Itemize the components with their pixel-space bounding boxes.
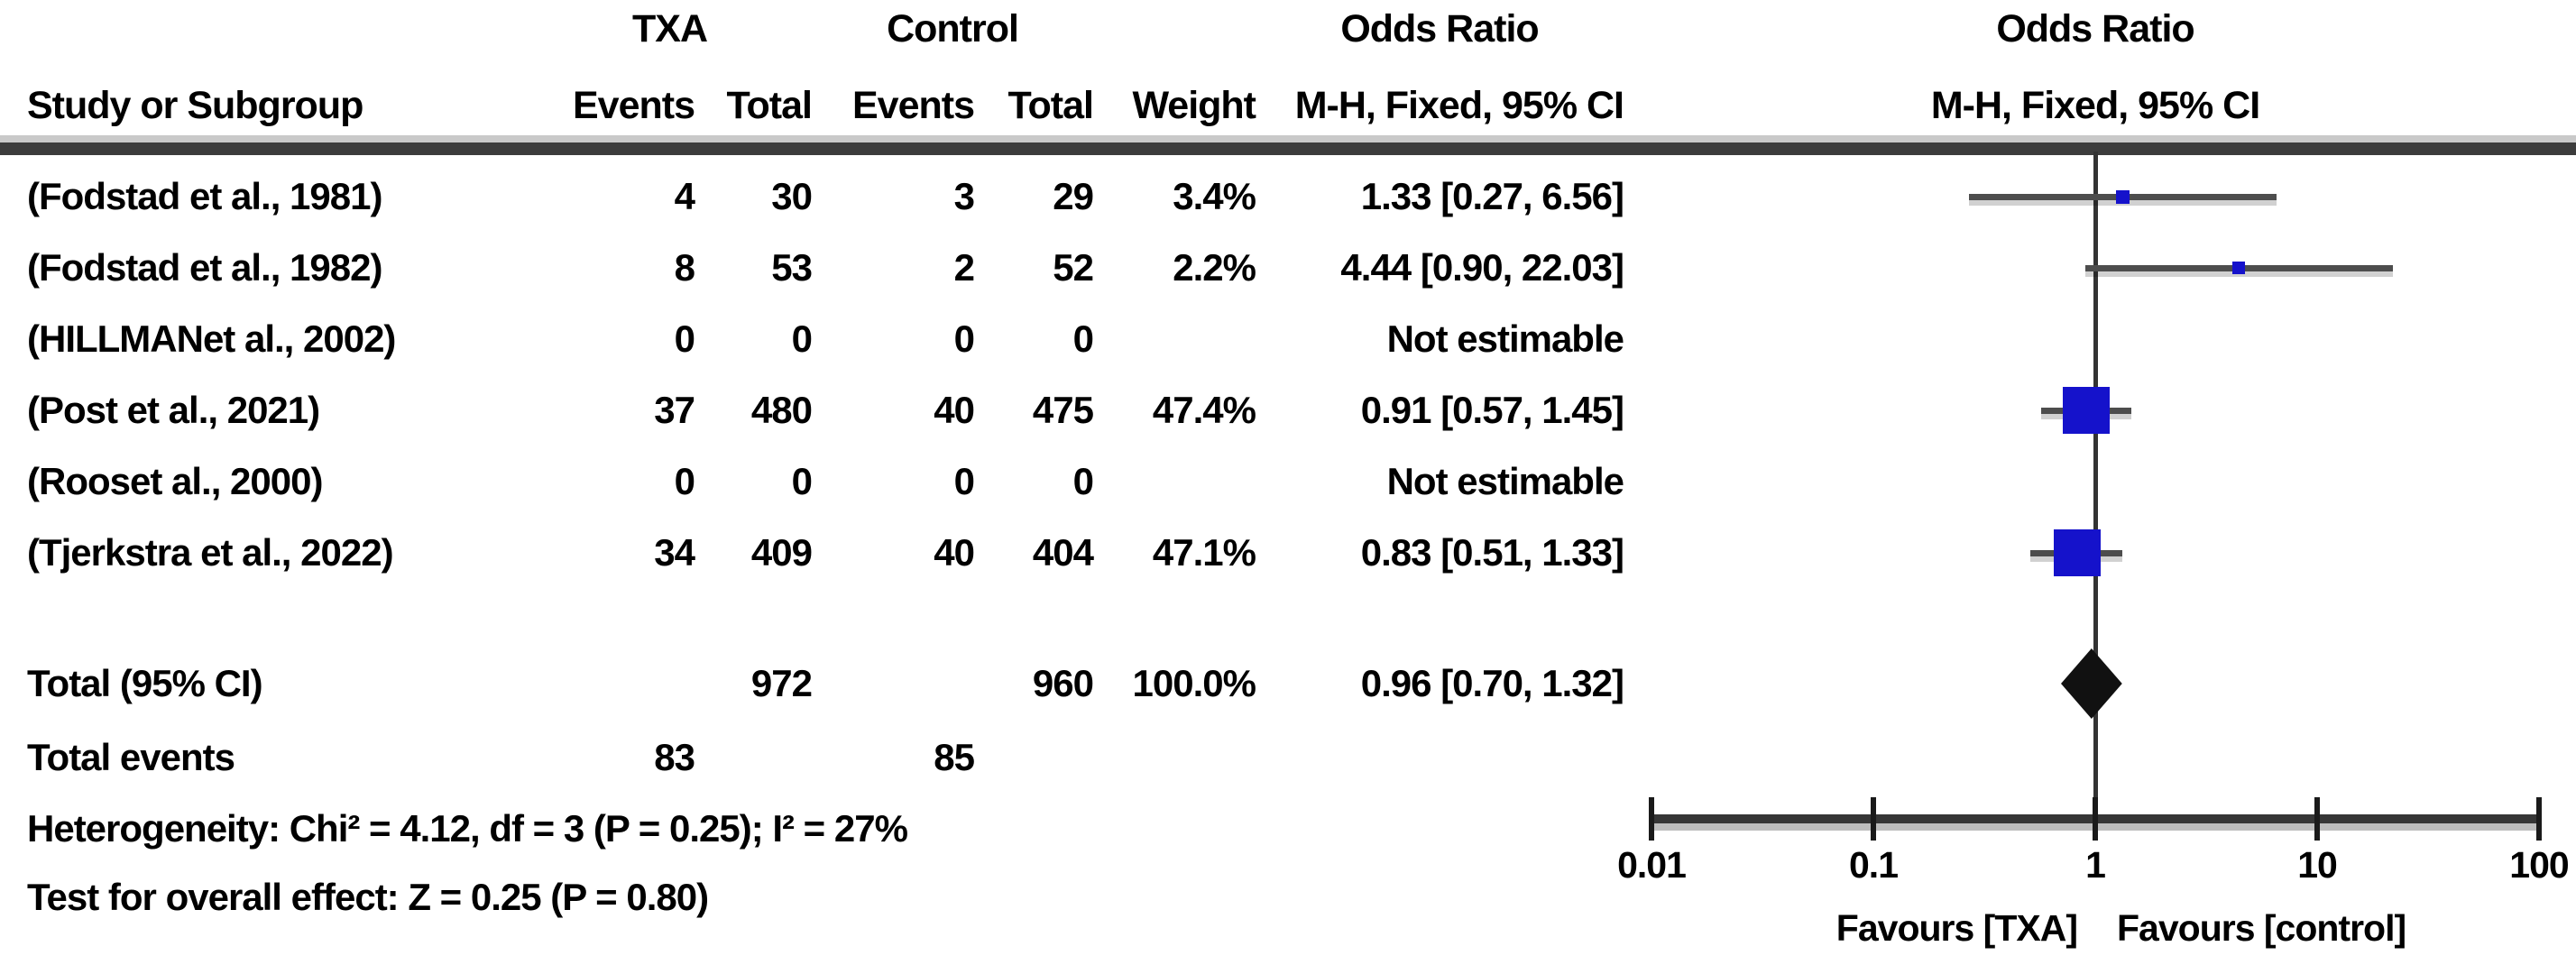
- group-header-odds-ratio-right: Odds Ratio: [1996, 7, 2194, 51]
- weight-square: [2054, 529, 2102, 576]
- axis-tick-label: 1: [2085, 844, 2106, 886]
- weight-cell: 47.1%: [1152, 531, 1256, 574]
- total-events-txa: 83: [654, 736, 695, 778]
- total-label: Total (95% CI): [27, 662, 263, 704]
- total-events-row: Total events 83 85: [27, 721, 1624, 794]
- weight-cell: 2.2%: [1173, 246, 1256, 289]
- weight-cell: 3.4%: [1173, 175, 1256, 217]
- total-txa-total: 972: [750, 662, 813, 704]
- col-header-ctl-total: Total: [1007, 84, 1094, 127]
- col-header-weight: Weight: [1132, 84, 1256, 127]
- weight-cell: 47.4%: [1152, 389, 1256, 431]
- column-header-row: Study or Subgroup Events Total Events To…: [27, 79, 1624, 132]
- group-header-txa: TXA: [632, 7, 708, 51]
- total-diamond: [2060, 648, 2122, 719]
- ctl-events-cell: 3: [953, 175, 975, 217]
- col-header-txa-total: Total: [726, 84, 813, 127]
- header-separator-light: [0, 135, 2576, 142]
- axis-tick: [2314, 797, 2320, 841]
- ctl-events-cell: 0: [953, 317, 975, 360]
- vertical-reference-line: [2093, 152, 2098, 824]
- or-ci-cell: 0.83 [0.51, 1.33]: [1360, 531, 1624, 574]
- weight-square: [2115, 189, 2130, 204]
- study-label: (Post et al., 2021): [27, 389, 320, 431]
- total-or-ci: 0.96 [0.70, 1.32]: [1360, 662, 1624, 704]
- or-ci-cell: Not estimable: [1386, 317, 1624, 360]
- group-header-control: Control: [887, 7, 1019, 51]
- group-header-odds-ratio-left: Odds Ratio: [1340, 7, 1539, 51]
- or-ci-cell: 0.91 [0.57, 1.45]: [1360, 389, 1624, 431]
- txa-total-cell: 0: [791, 317, 813, 360]
- ctl-total-cell: 29: [1053, 175, 1094, 217]
- or-ci-cell: Not estimable: [1386, 460, 1624, 502]
- txa-total-cell: 53: [771, 246, 813, 289]
- study-row: (Post et al., 2021) 37 480 40 475 47.4% 0.91 […: [27, 374, 1624, 446]
- col-header-or-ci: M-H, Fixed, 95% CI: [1294, 84, 1624, 127]
- txa-events-cell: 34: [654, 531, 695, 574]
- overall-effect-text: Test for overall effect: Z = 0.25 (P = 0…: [27, 876, 709, 918]
- study-row: (Rooset al., 2000) 0 0 0 0 Not estimable: [27, 446, 1624, 518]
- total-weight: 100.0%: [1132, 662, 1256, 704]
- ctl-events-cell: 40: [934, 389, 975, 431]
- ctl-events-cell: 0: [953, 460, 975, 502]
- ctl-events-cell: 40: [934, 531, 975, 574]
- study-row: (Fodstad et al., 1981) 4 30 3 29 3.4% 1.33 [0.…: [27, 161, 1624, 233]
- col-header-ctl-events: Events: [851, 84, 975, 127]
- total-ctl-total: 960: [1032, 662, 1094, 704]
- axis-tick-label: 0.1: [1849, 844, 1899, 886]
- study-label: (Rooset al., 2000): [27, 460, 323, 502]
- txa-events-cell: 8: [674, 246, 695, 289]
- header-separator-dark: [0, 142, 2576, 155]
- ctl-total-cell: 404: [1032, 531, 1094, 574]
- ctl-total-cell: 0: [1072, 460, 1094, 502]
- axis-tick-label: 100: [2509, 844, 2569, 886]
- study-label: (Tjerkstra et al., 2022): [27, 531, 394, 574]
- study-row: (Fodstad et al., 1982) 8 53 2 52 2.2% 4.44 [0.…: [27, 232, 1624, 304]
- heterogeneity-text: Heterogeneity: Chi² = 4.12, df = 3 (P = …: [27, 807, 908, 850]
- axis-tick: [2536, 797, 2542, 841]
- favours-left-label: Favours [TXA]: [1835, 907, 2078, 949]
- weight-square: [2232, 262, 2246, 274]
- txa-events-cell: 37: [654, 389, 695, 431]
- axis-tick: [2093, 797, 2098, 841]
- plot-subheader: M-H, Fixed, 95% CI: [1930, 84, 2260, 127]
- total-row: Total (95% CI) 972 960 100.0% 0.96 [0.70…: [27, 648, 1624, 720]
- or-ci-cell: 1.33 [0.27, 6.56]: [1360, 175, 1624, 217]
- ctl-events-cell: 2: [953, 246, 975, 289]
- txa-total-cell: 30: [771, 175, 813, 217]
- axis-tick-label: 0.01: [1617, 844, 1687, 886]
- axis-tick: [1649, 797, 1654, 841]
- study-row: (Tjerkstra et al., 2022) 34 409 40 404 47.1% 0…: [27, 517, 1624, 589]
- study-label: (HILLMANet al., 2002): [27, 317, 396, 360]
- total-events-label: Total events: [27, 736, 235, 778]
- study-label: (Fodstad et al., 1982): [27, 246, 382, 289]
- ctl-total-cell: 475: [1032, 389, 1094, 431]
- ctl-total-cell: 52: [1053, 246, 1094, 289]
- study-label: (Fodstad et al., 1981): [27, 175, 382, 217]
- col-header-study: Study or Subgroup: [27, 84, 363, 127]
- axis-tick-label: 10: [2297, 844, 2338, 886]
- ctl-total-cell: 0: [1072, 317, 1094, 360]
- favours-right-label: Favours [control]: [2117, 907, 2406, 949]
- or-ci-cell: 4.44 [0.90, 22.03]: [1340, 246, 1624, 289]
- study-row: (HILLMANet al., 2002) 0 0 0 0 Not estimable: [27, 303, 1624, 375]
- col-header-txa-events: Events: [572, 84, 695, 127]
- txa-total-cell: 480: [750, 389, 813, 431]
- axis-tick: [1871, 797, 1876, 841]
- txa-total-cell: 0: [791, 460, 813, 502]
- total-events-ctl: 85: [934, 736, 975, 778]
- txa-total-cell: 409: [750, 531, 813, 574]
- txa-events-cell: 4: [674, 175, 695, 217]
- weight-square: [2062, 387, 2110, 434]
- txa-events-cell: 0: [674, 317, 695, 360]
- txa-events-cell: 0: [674, 460, 695, 502]
